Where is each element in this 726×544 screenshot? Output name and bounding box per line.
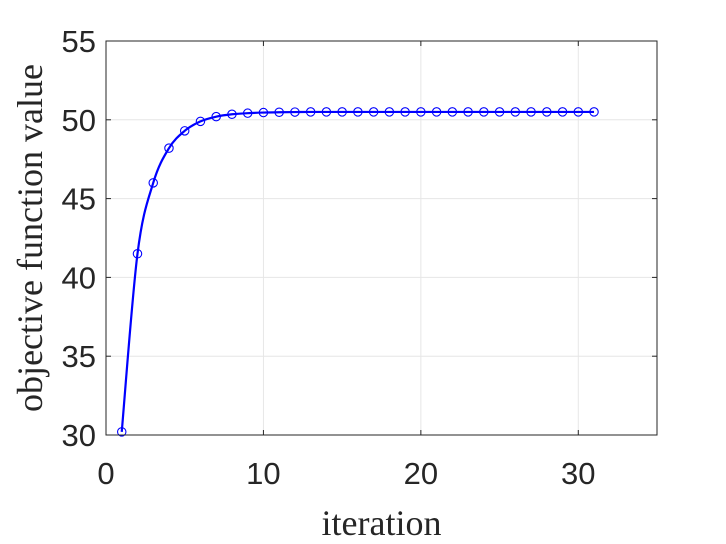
data-point (290, 107, 300, 117)
x-tick-label: 10 (246, 456, 280, 491)
axis-ticks: 0 10 20 30 30 35 40 45 50 55 (62, 24, 657, 491)
data-point (400, 107, 410, 117)
grid (106, 41, 657, 435)
data-point (494, 107, 505, 117)
data-point (179, 126, 190, 136)
data-point (416, 107, 426, 117)
y-tick-label: 35 (62, 339, 96, 374)
data-point (510, 107, 521, 117)
data-point (589, 107, 599, 117)
x-tick-label: 0 (97, 456, 114, 491)
data-point (132, 249, 143, 259)
plot-frame (105, 40, 658, 436)
data-point (242, 108, 253, 118)
data-point (305, 107, 316, 117)
x-tick-label: 20 (404, 456, 438, 491)
y-tick-label: 45 (62, 182, 96, 217)
data-point (384, 107, 395, 117)
data-point (447, 107, 458, 117)
y-tick-label: 40 (62, 260, 96, 295)
data-point (368, 107, 379, 117)
data-point (258, 107, 269, 118)
data-point (337, 107, 347, 117)
plot-area (106, 41, 657, 435)
data-point (227, 109, 237, 120)
y-tick-label: 30 (62, 418, 96, 453)
data-point (148, 178, 158, 188)
data-point (479, 107, 489, 117)
data-point (211, 111, 221, 122)
data-point (321, 107, 332, 117)
x-tick-label: 30 (561, 456, 595, 491)
data-point (463, 107, 473, 117)
series-group (116, 107, 599, 437)
data-point (195, 116, 206, 127)
y-tick-label: 55 (62, 24, 96, 59)
data-point (116, 427, 127, 437)
data-point (542, 107, 552, 117)
series-line (120, 110, 595, 432)
y-tick-label: 50 (62, 103, 96, 138)
data-point (274, 107, 284, 117)
data-point (526, 107, 536, 117)
y-axis-title: objective function value (10, 64, 50, 412)
x-axis-title: iteration (322, 503, 442, 543)
data-point (164, 143, 174, 153)
data-point (353, 107, 363, 117)
data-point (431, 107, 442, 117)
data-point (573, 107, 584, 117)
data-point (557, 107, 568, 117)
